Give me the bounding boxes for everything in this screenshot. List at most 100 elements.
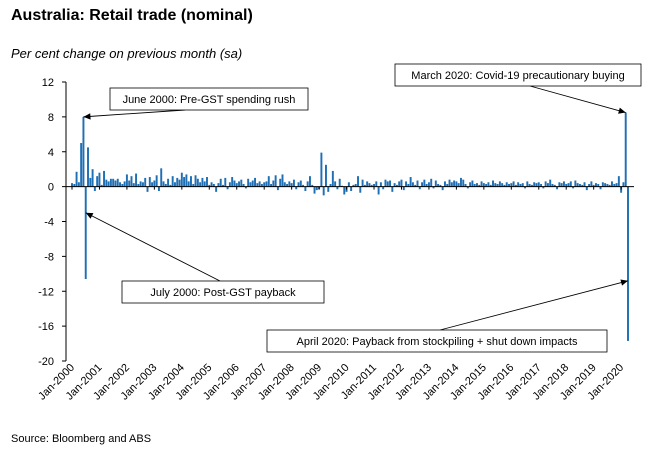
bar-sep-2006 xyxy=(254,177,257,187)
bar-sep-2013 xyxy=(446,184,449,187)
bar-sep-2005 xyxy=(226,186,229,190)
bar-jun-2007 xyxy=(274,175,277,187)
bar-may-2007 xyxy=(272,180,275,187)
bar-may-2003 xyxy=(162,181,165,187)
bar-apr-2006 xyxy=(242,184,245,187)
bar-apr-2016 xyxy=(517,182,520,187)
bar-feb-2008 xyxy=(292,179,295,187)
bar-dec-2013 xyxy=(453,180,456,187)
bar-oct-2019 xyxy=(613,184,616,187)
bar-jul-2015 xyxy=(496,184,499,187)
bar-jan-2011 xyxy=(373,184,375,187)
bar-feb-2011 xyxy=(375,181,378,187)
bar-sep-2017 xyxy=(556,186,559,190)
bar-dec-2001 xyxy=(123,181,126,187)
bar-may-2008 xyxy=(299,180,302,187)
bar-jun-2019 xyxy=(604,183,607,187)
bar-oct-2008 xyxy=(311,184,314,187)
bar-apr-2012 xyxy=(407,184,410,187)
bar-aug-2018 xyxy=(581,184,584,187)
bar-jun-2001 xyxy=(109,178,112,187)
bar-sep-2007 xyxy=(281,174,284,187)
bar-mar-2019 xyxy=(597,184,600,187)
bar-oct-2013 xyxy=(448,179,451,187)
annotation-box xyxy=(121,280,325,304)
annotation-leader-line xyxy=(529,85,626,113)
bar-jun-2009 xyxy=(329,184,332,187)
bar-apr-2010 xyxy=(352,184,355,187)
bar-sep-2019 xyxy=(611,181,613,187)
bar-nov-2003 xyxy=(176,177,179,187)
bar-feb-2005 xyxy=(210,182,213,187)
bar-mar-2004 xyxy=(185,174,188,187)
bar-mar-2012 xyxy=(405,181,408,187)
bar-nov-2016 xyxy=(533,182,536,187)
bar-jan-2019 xyxy=(592,184,595,187)
bar-jun-2006 xyxy=(247,178,250,187)
bar-feb-2016 xyxy=(512,181,515,187)
bar-apr-2014 xyxy=(462,179,465,187)
bar-mar-2018 xyxy=(569,181,572,187)
y-tick-label: -8 xyxy=(44,251,54,263)
bar-nov-2007 xyxy=(286,184,289,187)
bar-oct-2014 xyxy=(476,183,478,187)
bar-nov-2015 xyxy=(505,182,508,187)
bar-oct-2004 xyxy=(201,177,204,187)
bar-aug-2008 xyxy=(306,181,309,187)
bar-nov-2008 xyxy=(313,186,316,194)
bar-aug-2012 xyxy=(416,180,419,187)
bar-dec-2004 xyxy=(206,177,208,187)
bar-nov-2006 xyxy=(258,181,261,187)
bar-apr-2000 xyxy=(77,182,80,187)
bar-feb-2013 xyxy=(430,178,433,187)
chart-subtitle: Per cent change on previous month (sa) xyxy=(11,46,243,61)
bar-jan-2018 xyxy=(565,184,568,187)
y-tick-label: 8 xyxy=(48,112,54,124)
bar-dec-2012 xyxy=(425,184,428,187)
bar-may-2013 xyxy=(437,184,440,187)
bar-oct-2007 xyxy=(283,182,286,187)
bar-jan-2001 xyxy=(98,172,101,187)
bar-feb-2018 xyxy=(567,183,570,187)
bar-jan-2020 xyxy=(620,186,623,193)
bar-may-2006 xyxy=(244,186,247,189)
chart-title: Australia: Retail trade (nominal) xyxy=(11,7,253,24)
bar-jan-2012 xyxy=(400,179,403,187)
bar-oct-2015 xyxy=(503,184,506,187)
bar-aug-2000 xyxy=(87,147,89,187)
annotation-leader-line xyxy=(83,109,186,118)
bar-dec-2011 xyxy=(398,181,401,187)
bar-apr-2004 xyxy=(187,181,190,187)
annotation-arrowhead xyxy=(85,212,94,219)
bar-dec-2005 xyxy=(233,180,236,187)
bar-may-2019 xyxy=(601,182,604,187)
bar-jun-2012 xyxy=(411,182,414,187)
bar-oct-2001 xyxy=(119,182,122,187)
bar-aug-2010 xyxy=(361,179,364,187)
bar-mar-2002 xyxy=(130,176,133,187)
bar-apr-2005 xyxy=(215,186,218,192)
bar-feb-2009 xyxy=(320,152,323,187)
bar-sep-2002 xyxy=(144,177,147,187)
bar-jan-2017 xyxy=(537,182,540,187)
bar-jun-2014 xyxy=(466,186,469,189)
bar-jul-2011 xyxy=(386,181,389,187)
bar-jul-2002 xyxy=(139,181,142,187)
bar-sep-2000 xyxy=(89,177,92,187)
annotation-box xyxy=(266,329,608,353)
bar-jul-2005 xyxy=(222,184,224,187)
bar-jan-2013 xyxy=(427,182,430,187)
annotation-text: July 2000: Post-GST payback xyxy=(150,287,296,299)
bar-nov-2004 xyxy=(203,181,206,187)
annotation-arrowhead xyxy=(620,279,628,286)
annotations: June 2000: Pre-GST spending rush July 200… xyxy=(83,63,642,353)
y-tick-label: -16 xyxy=(38,321,54,333)
bar-nov-2011 xyxy=(395,184,398,187)
bar-nov-2002 xyxy=(148,177,151,187)
bar-feb-2003 xyxy=(155,175,158,187)
bar-aug-2007 xyxy=(279,178,282,187)
bar-mar-2020 xyxy=(624,112,627,187)
bar-feb-2020 xyxy=(622,182,625,187)
bar-jul-2004 xyxy=(194,175,197,187)
bar-sep-2018 xyxy=(583,182,586,187)
